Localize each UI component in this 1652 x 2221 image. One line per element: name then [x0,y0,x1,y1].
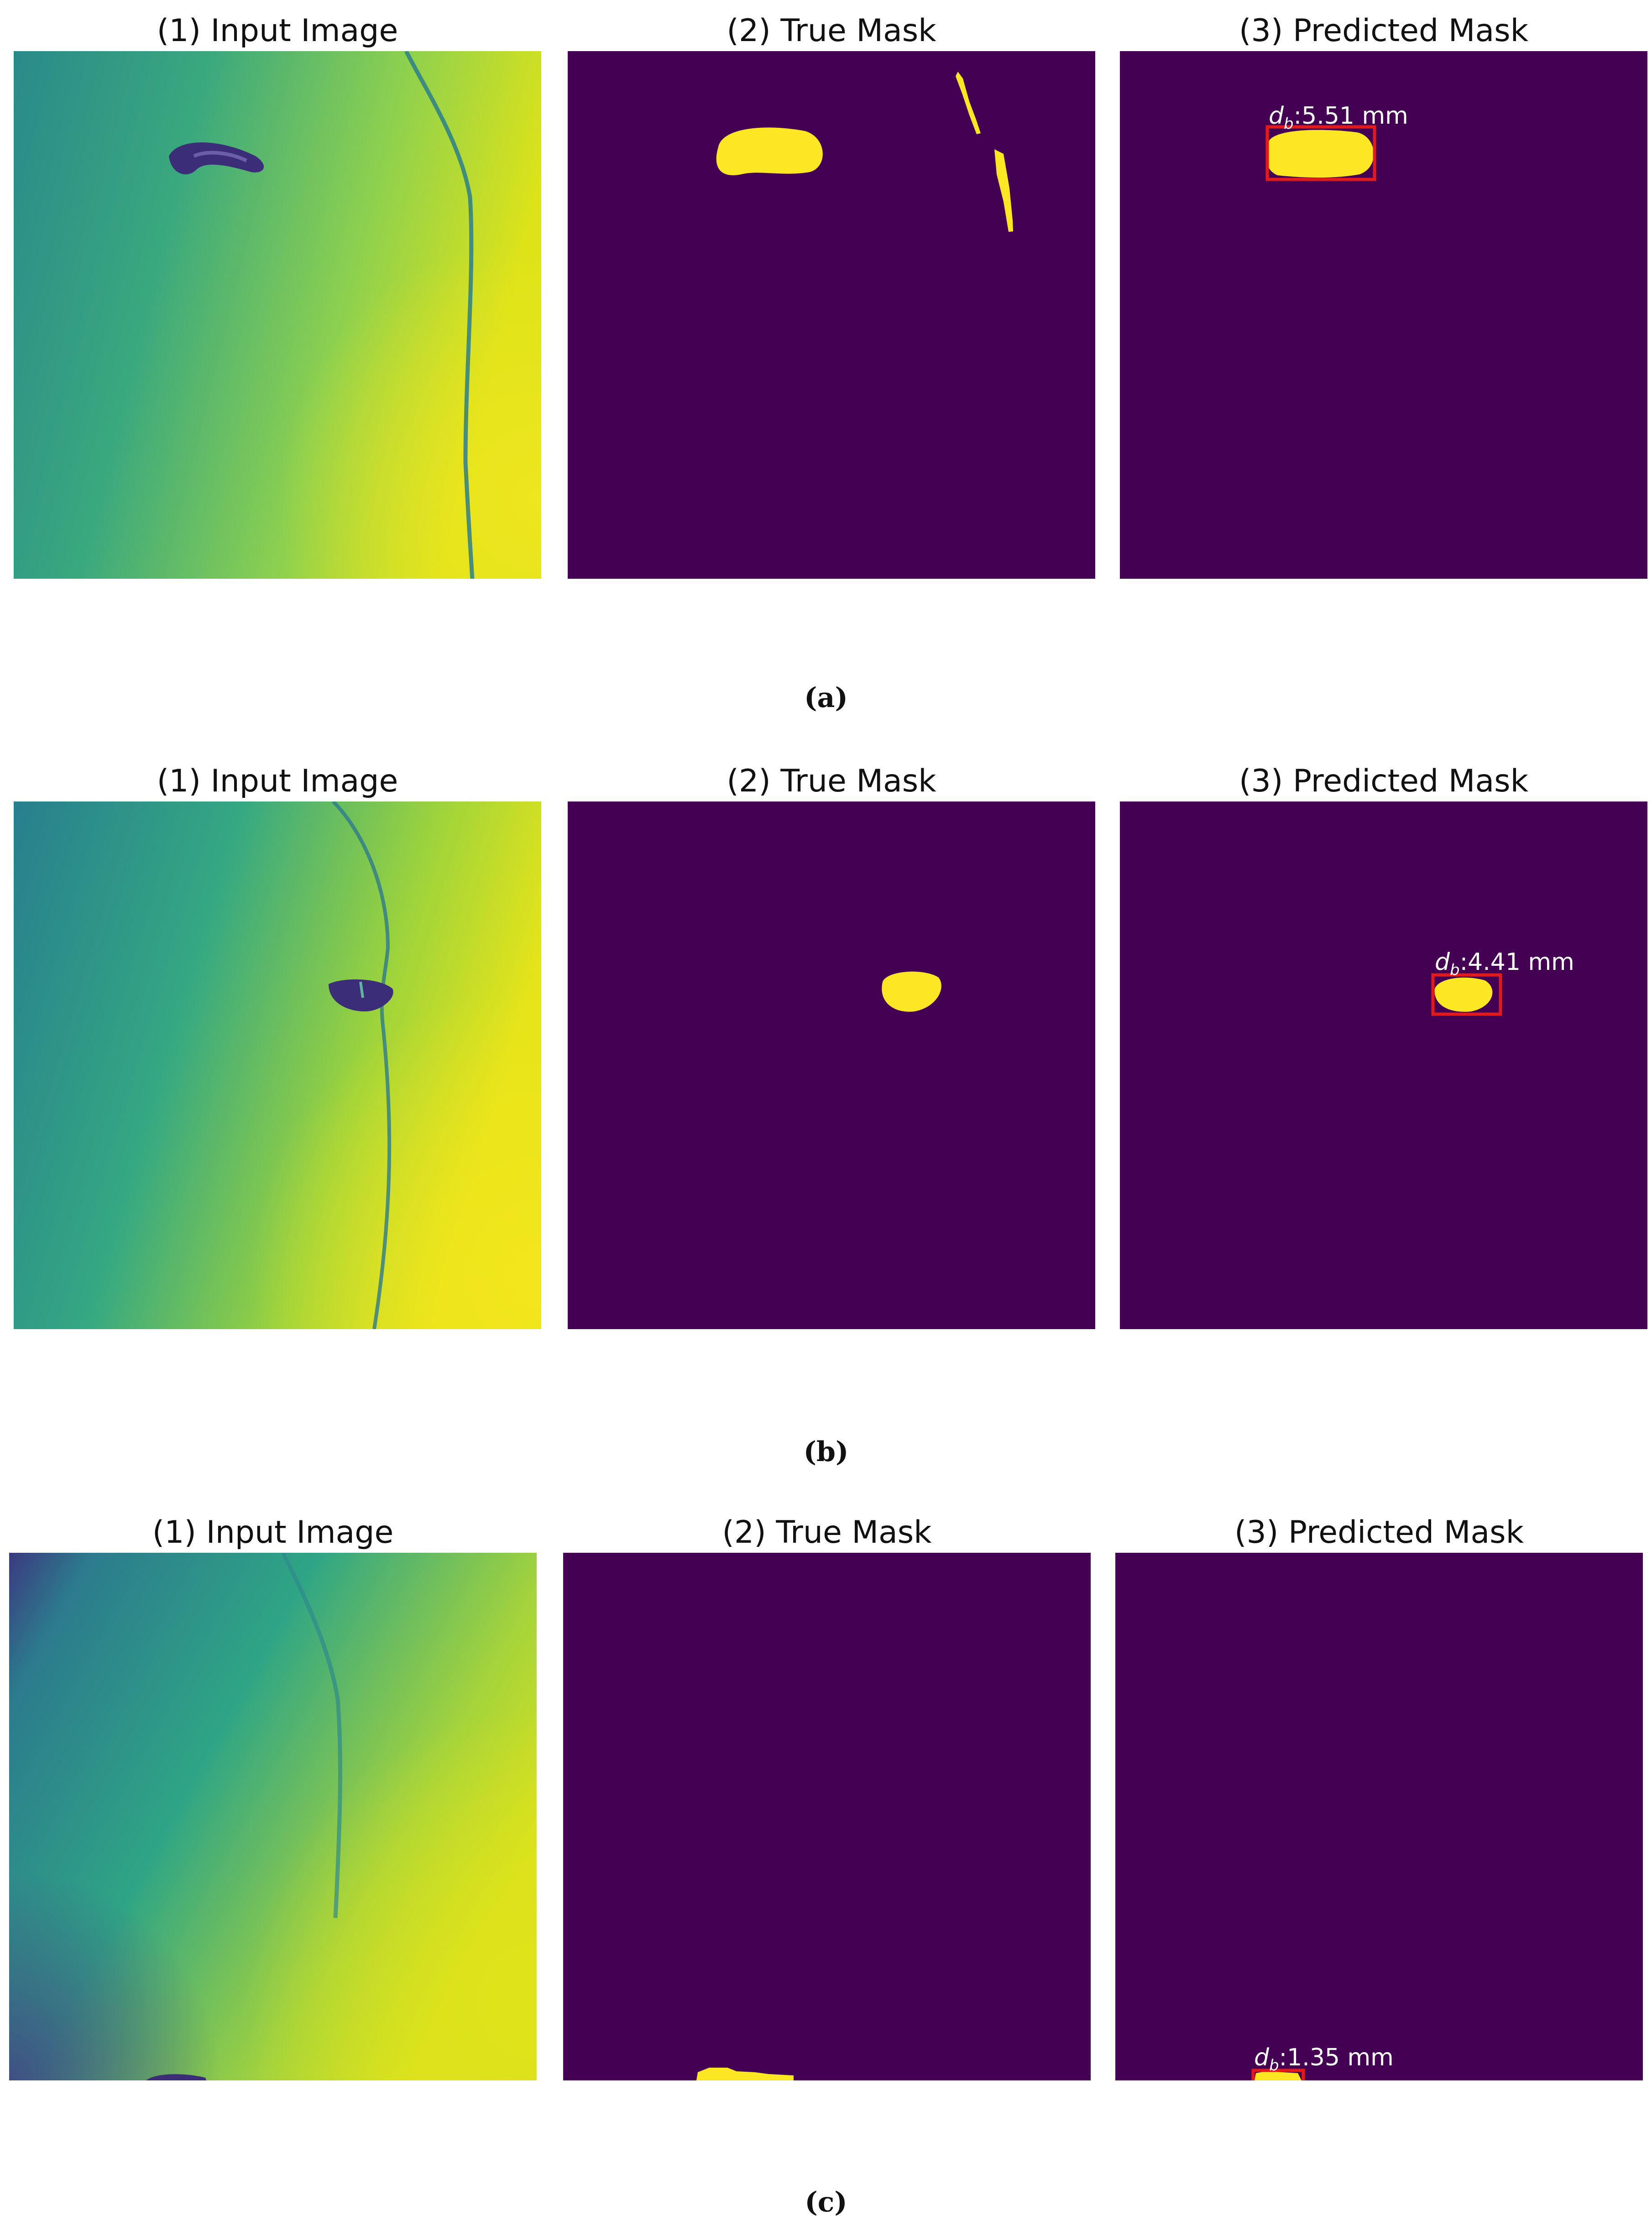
input-image [14,51,541,579]
panel-title-input: (1) Input Image [152,1514,394,1551]
predicted-mask: db:1.35 mm [1115,1553,1643,2080]
predicted-region [1434,977,1493,1012]
true-mask [563,1553,1091,2080]
diameter-label: db:4.41 mm [1435,948,1574,980]
bounding-box [1265,125,1376,181]
predicted-region [1265,130,1374,178]
panel-title-input: (1) Input Image [157,763,398,799]
panel-title-predicted-mask: (3) Predicted Mask [1234,1514,1524,1551]
predicted-mask: db:5.51 mm [1120,51,1647,579]
panel-title-true-mask: (2) True Mask [727,13,936,49]
caption-b: (b) [803,1436,849,1468]
panel-title-true-mask: (2) True Mask [727,763,936,799]
panel-title-input: (1) Input Image [157,13,398,49]
panel-title-true-mask: (2) True Mask [722,1514,932,1551]
input-image [14,801,541,1329]
input-image [9,1553,537,2080]
caption-c: (c) [805,2186,847,2218]
panel-title-predicted-mask: (3) Predicted Mask [1239,13,1528,49]
caption-a: (a) [804,682,848,714]
diameter-label: db:1.35 mm [1254,2044,1394,2075]
panel-title-predicted-mask: (3) Predicted Mask [1239,763,1528,799]
bounding-box [1251,2069,1305,2080]
predicted-mask: db:4.41 mm [1120,801,1647,1329]
diameter-label: db:5.51 mm [1269,102,1408,133]
true-mask [568,51,1095,579]
bounding-box [1431,973,1502,1016]
predicted-region [1255,2071,1302,2080]
true-mask [568,801,1095,1329]
